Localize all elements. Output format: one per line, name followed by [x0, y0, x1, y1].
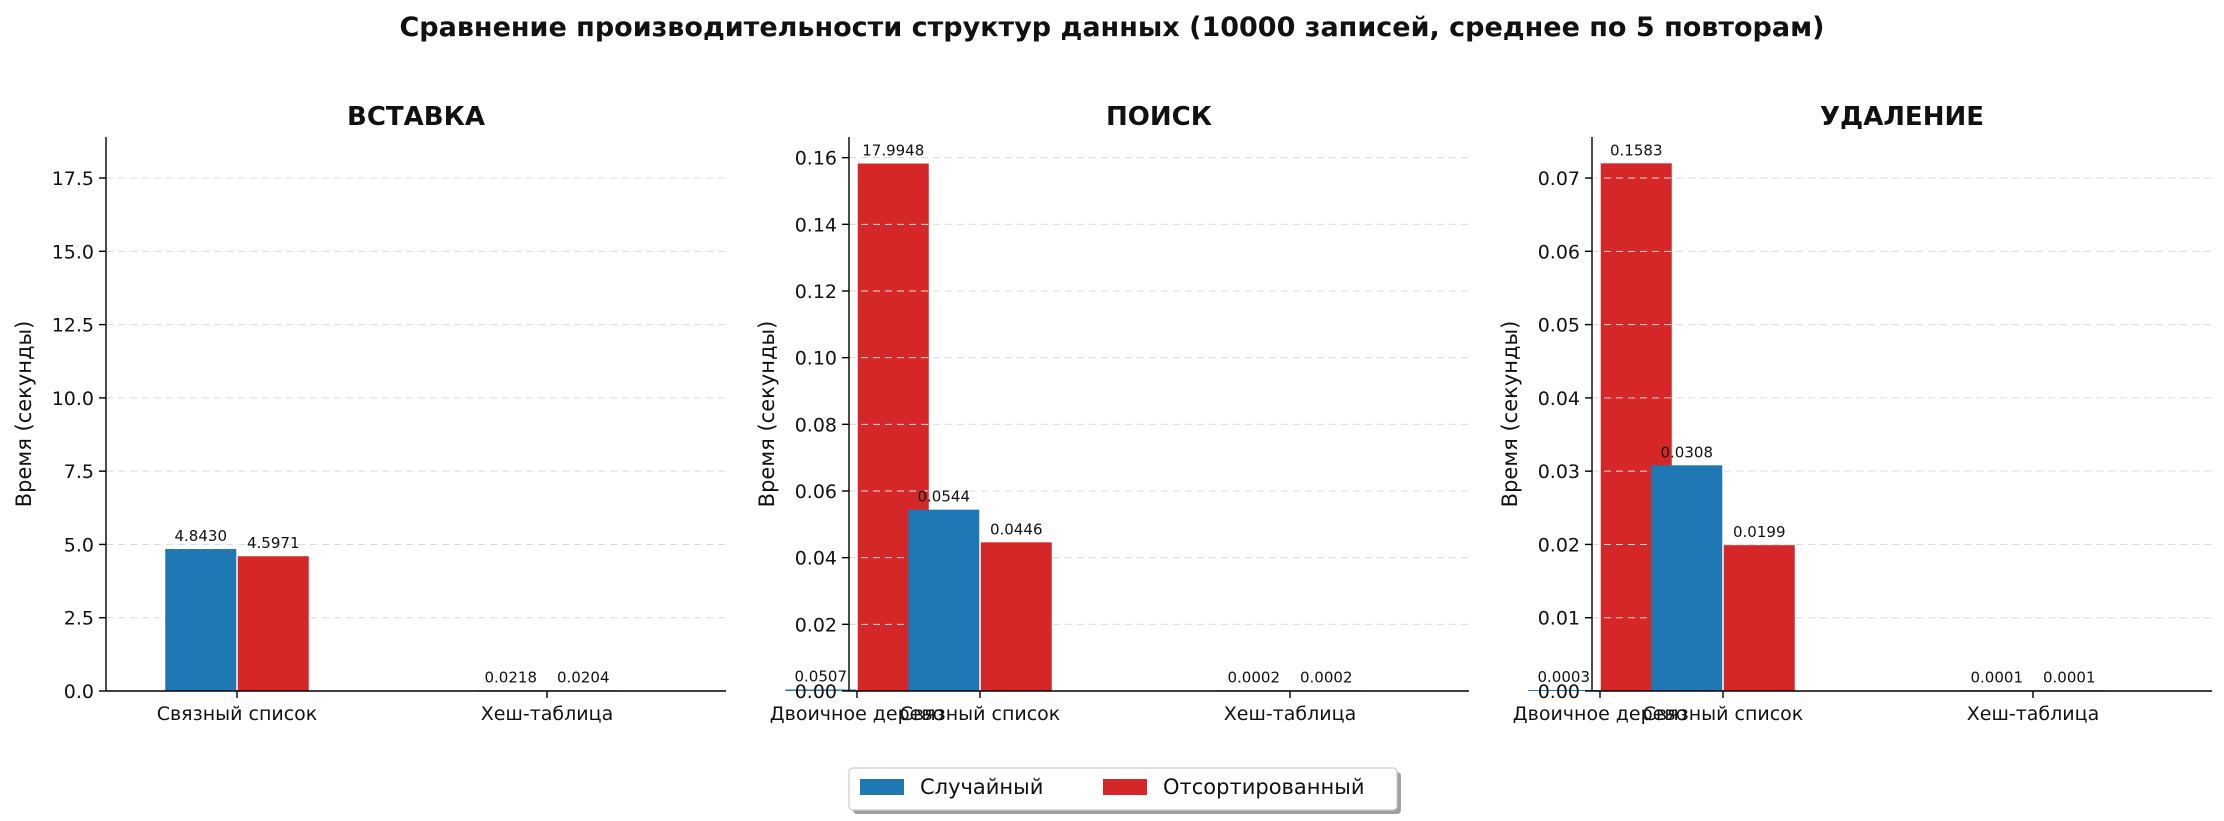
x-tick-label: Связный список	[900, 703, 1061, 725]
y-tick-label: 0.04	[1538, 388, 1580, 410]
y-tick-label: 0.03	[1538, 461, 1580, 483]
y-tick-label: 10.0	[52, 388, 94, 410]
y-tick-label: 0.10	[795, 348, 837, 370]
figure-title: Сравнение производительности структур да…	[399, 12, 1824, 43]
bar	[908, 509, 980, 691]
panels: 0.0 2.5 5.0 7.5 10.0 12.5 15.0 17.5 4.8430 4.5971…	[12, 102, 2212, 725]
legend: Случайный Отсортированный	[848, 767, 1401, 814]
data-label: 4.8430	[175, 527, 228, 545]
data-label: 0.0003	[1538, 668, 1591, 686]
legend-label-random: Случайный	[920, 775, 1043, 799]
data-label: 17.9948	[862, 142, 924, 160]
y-tick-label: 0.02	[1538, 534, 1580, 556]
bar	[1723, 545, 1795, 691]
panel-2: 0.00 0.02 0.04 0.06 0.08 0.10 0.12 0.14 0.16 0.05…	[755, 102, 1687, 725]
y-tick-label: 0.07	[1538, 168, 1580, 190]
y-tick-label: 0.08	[795, 414, 837, 436]
bar	[1528, 690, 1600, 691]
y-tick-label: 0.0	[64, 681, 94, 703]
y-tick-label: 0.02	[795, 614, 837, 636]
bar	[1651, 465, 1723, 691]
y-tick-label: 0.14	[795, 214, 837, 236]
y-tick-label: 0.00	[795, 681, 837, 703]
y-tick-label: 0.06	[1538, 241, 1580, 263]
y-axis-label: Время (секунды)	[12, 321, 36, 508]
data-label: 0.0446	[990, 520, 1043, 538]
data-label: 0.0204	[557, 668, 610, 686]
y-tick-label: 0.05	[1538, 315, 1580, 337]
y-tick-label: 7.5	[64, 461, 94, 483]
panel-title: ВСТАВКА	[347, 102, 485, 132]
data-label: 0.0308	[1661, 443, 1714, 461]
legend-label-sorted: Отсортированный	[1163, 775, 1364, 799]
y-tick-label: 0.04	[795, 548, 837, 570]
panel-title: ПОИСК	[1106, 102, 1212, 132]
data-label: 0.0001	[2043, 668, 2096, 686]
y-tick-label: 12.5	[52, 315, 94, 337]
panel-3: 0.00 0.01 0.02 0.03 0.04 0.05 0.06 0.07 0.0308 0.…	[1498, 102, 2212, 725]
legend-swatch-sorted	[1103, 779, 1147, 795]
data-label: 0.0199	[1733, 523, 1786, 541]
bar	[237, 556, 309, 691]
y-tick-label: 5.0	[64, 534, 94, 556]
y-tick-label: 0.16	[795, 148, 837, 170]
data-label: 0.0002	[1300, 668, 1353, 686]
y-tick-label: 0.00	[1538, 681, 1580, 703]
x-tick-label: Хеш-таблица	[1967, 703, 2099, 725]
y-tick-label: 0.01	[1538, 608, 1580, 630]
x-tick-label: Хеш-таблица	[1224, 703, 1356, 725]
data-label: 0.1583	[1610, 141, 1663, 159]
y-tick-label: 17.5	[52, 168, 94, 190]
y-axis-label: Время (секунды)	[755, 321, 779, 508]
data-label: 0.0002	[1228, 668, 1281, 686]
x-tick-label: Хеш-таблица	[481, 703, 613, 725]
panel-1: 0.0 2.5 5.0 7.5 10.0 12.5 15.0 17.5 4.8430 4.5971…	[12, 102, 944, 725]
x-tick-label: Двоичное дерево	[770, 703, 944, 725]
data-label: 0.0218	[485, 668, 538, 686]
y-tick-label: 0.06	[795, 481, 837, 503]
data-label: 4.5971	[247, 534, 300, 552]
data-label: 0.0544	[918, 488, 971, 506]
bar	[165, 549, 237, 691]
y-tick-label: 2.5	[64, 608, 94, 630]
y-axis-label: Время (секунды)	[1498, 321, 1522, 508]
bar	[785, 689, 857, 691]
data-label: 0.0001	[1971, 668, 2024, 686]
x-tick-label: Двоичное дерево	[1513, 703, 1687, 725]
y-tick-label: 0.12	[795, 281, 837, 303]
x-tick-label: Связный список	[157, 703, 318, 725]
data-label: 0.0507	[795, 668, 848, 686]
legend-swatch-random	[860, 779, 904, 795]
bar	[980, 542, 1052, 691]
panel-title: УДАЛЕНИЕ	[1820, 102, 1984, 132]
y-tick-label: 15.0	[52, 241, 94, 263]
x-tick-label: Связный список	[1643, 703, 1804, 725]
